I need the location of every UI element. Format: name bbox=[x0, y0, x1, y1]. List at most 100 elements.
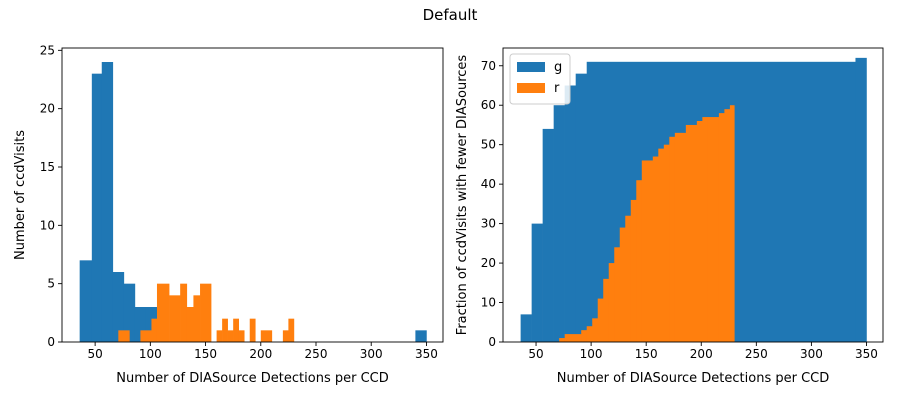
y-tick-label: 60 bbox=[481, 98, 496, 112]
y-tick-label: 5 bbox=[47, 277, 55, 291]
bar-r-1 bbox=[564, 334, 582, 342]
x-tick-label: 200 bbox=[249, 347, 272, 361]
bar-series0-2 bbox=[101, 62, 114, 342]
x-tick-label: 150 bbox=[635, 347, 658, 361]
bar-r-13 bbox=[641, 160, 654, 342]
bar-series1-5 bbox=[180, 283, 188, 342]
bar-series0-1 bbox=[91, 73, 103, 343]
y-axis-label: Number of ccdVisits bbox=[13, 130, 28, 260]
y-tick-label: 0 bbox=[47, 335, 55, 349]
y-tick-label: 20 bbox=[481, 256, 496, 270]
x-tick-label: 200 bbox=[690, 347, 713, 361]
left-histogram-chart: 50 100 150 200 250 300 350 0 5 10 15 20 25 Number of … bbox=[13, 43, 444, 386]
bar-series0-5 bbox=[134, 307, 147, 342]
right-cumulative-chart: 50 100 150 200 250 300 350 0 10 20 30 40 50 60 70 Numbe… bbox=[455, 47, 884, 386]
bar-r-14 bbox=[652, 156, 659, 342]
bar-r-22 bbox=[707, 117, 720, 343]
x-tick-label: 250 bbox=[745, 347, 768, 361]
y-tick-label: 50 bbox=[481, 138, 496, 152]
bar-series0-0 bbox=[79, 260, 93, 342]
bar-series1-12 bbox=[233, 318, 239, 342]
bar-series1-15 bbox=[260, 330, 273, 342]
bar-r-20 bbox=[696, 121, 703, 342]
bar-series1-7 bbox=[193, 295, 201, 342]
y-tick-label: 70 bbox=[481, 59, 496, 73]
x-axis-label: Number of DIASource Detections per CCD bbox=[116, 371, 389, 386]
bar-r-24 bbox=[724, 109, 731, 342]
bar-g-5 bbox=[575, 73, 588, 343]
bar-r-17 bbox=[669, 136, 676, 342]
x-tick-label: 350 bbox=[855, 347, 878, 361]
legend-swatch-g bbox=[517, 62, 545, 72]
bar-r-6 bbox=[603, 278, 610, 342]
bar-g-7 bbox=[855, 57, 867, 342]
x-tick-label: 250 bbox=[305, 347, 328, 361]
bar-r-8 bbox=[614, 247, 621, 342]
bar-r-0 bbox=[559, 338, 565, 342]
legend-label-g: g bbox=[554, 60, 562, 75]
bar-series1-11 bbox=[227, 330, 234, 342]
bar-r-3 bbox=[586, 326, 593, 342]
x-tick-label: 150 bbox=[194, 347, 217, 361]
bar-series1-14 bbox=[249, 318, 256, 342]
bar-series1-3 bbox=[156, 283, 170, 342]
x-tick-label: 100 bbox=[580, 347, 603, 361]
bar-r-5 bbox=[597, 298, 604, 342]
x-tick-label: 100 bbox=[139, 347, 162, 361]
bar-r-9 bbox=[619, 227, 626, 342]
y-tick-label: 15 bbox=[40, 160, 55, 174]
bar-series0-4 bbox=[123, 283, 136, 342]
bar-series1-9 bbox=[216, 330, 223, 342]
x-tick-label: 300 bbox=[800, 347, 823, 361]
y-tick-label: 10 bbox=[40, 218, 55, 232]
bar-r-16 bbox=[663, 144, 670, 342]
y-tick-label: 10 bbox=[481, 296, 496, 310]
bar-series1-13 bbox=[238, 330, 245, 342]
legend-swatch-r bbox=[517, 83, 545, 93]
bar-r-18 bbox=[674, 132, 687, 342]
bar-r-10 bbox=[625, 215, 632, 342]
bar-series0-7 bbox=[415, 330, 427, 342]
bar-r-12 bbox=[636, 180, 643, 342]
bar-r-23 bbox=[718, 113, 725, 342]
x-axis-label: Number of DIASource Detections per CCD bbox=[557, 371, 830, 386]
bar-series1-17 bbox=[288, 318, 295, 342]
bar-series1-4 bbox=[169, 295, 181, 342]
bar-g-0 bbox=[520, 314, 532, 342]
bar-series1-16 bbox=[282, 330, 289, 342]
bar-series1-8 bbox=[200, 283, 212, 342]
bar-series1-1 bbox=[140, 330, 152, 342]
y-tick-label: 30 bbox=[481, 217, 496, 231]
x-tick-label: 50 bbox=[528, 347, 543, 361]
axes-frame bbox=[502, 47, 884, 343]
bar-g-2 bbox=[542, 128, 554, 342]
x-tick-label: 350 bbox=[415, 347, 438, 361]
bar-series1-2 bbox=[151, 318, 158, 342]
y-tick-label: 0 bbox=[488, 335, 496, 349]
bar-g-3 bbox=[553, 105, 565, 343]
y-axis-label: Fraction of ccdVisits with fewer DIASour… bbox=[455, 55, 470, 336]
bar-r-21 bbox=[702, 117, 709, 343]
bar-r-25 bbox=[729, 105, 735, 343]
x-tick-label: 50 bbox=[87, 347, 102, 361]
bar-r-4 bbox=[592, 318, 599, 342]
axes-frame bbox=[61, 47, 444, 343]
legend-label-r: r bbox=[554, 81, 560, 96]
bar-r-7 bbox=[608, 263, 615, 342]
bar-r-2 bbox=[581, 330, 588, 342]
bar-g-4 bbox=[564, 85, 576, 342]
figure-title: Default bbox=[423, 6, 478, 24]
bar-r-19 bbox=[685, 124, 698, 342]
bar-series1-6 bbox=[186, 307, 194, 342]
bar-series0-3 bbox=[112, 272, 125, 342]
y-tick-label: 20 bbox=[40, 102, 55, 116]
y-tick-label: 40 bbox=[481, 177, 496, 191]
x-tick-label: 300 bbox=[360, 347, 383, 361]
y-tick-label: 25 bbox=[40, 43, 55, 57]
bar-r-11 bbox=[630, 199, 637, 342]
bar-series1-0 bbox=[118, 330, 130, 342]
bar-series1-10 bbox=[222, 318, 228, 342]
bar-g-1 bbox=[531, 223, 543, 342]
bar-r-15 bbox=[658, 148, 665, 342]
